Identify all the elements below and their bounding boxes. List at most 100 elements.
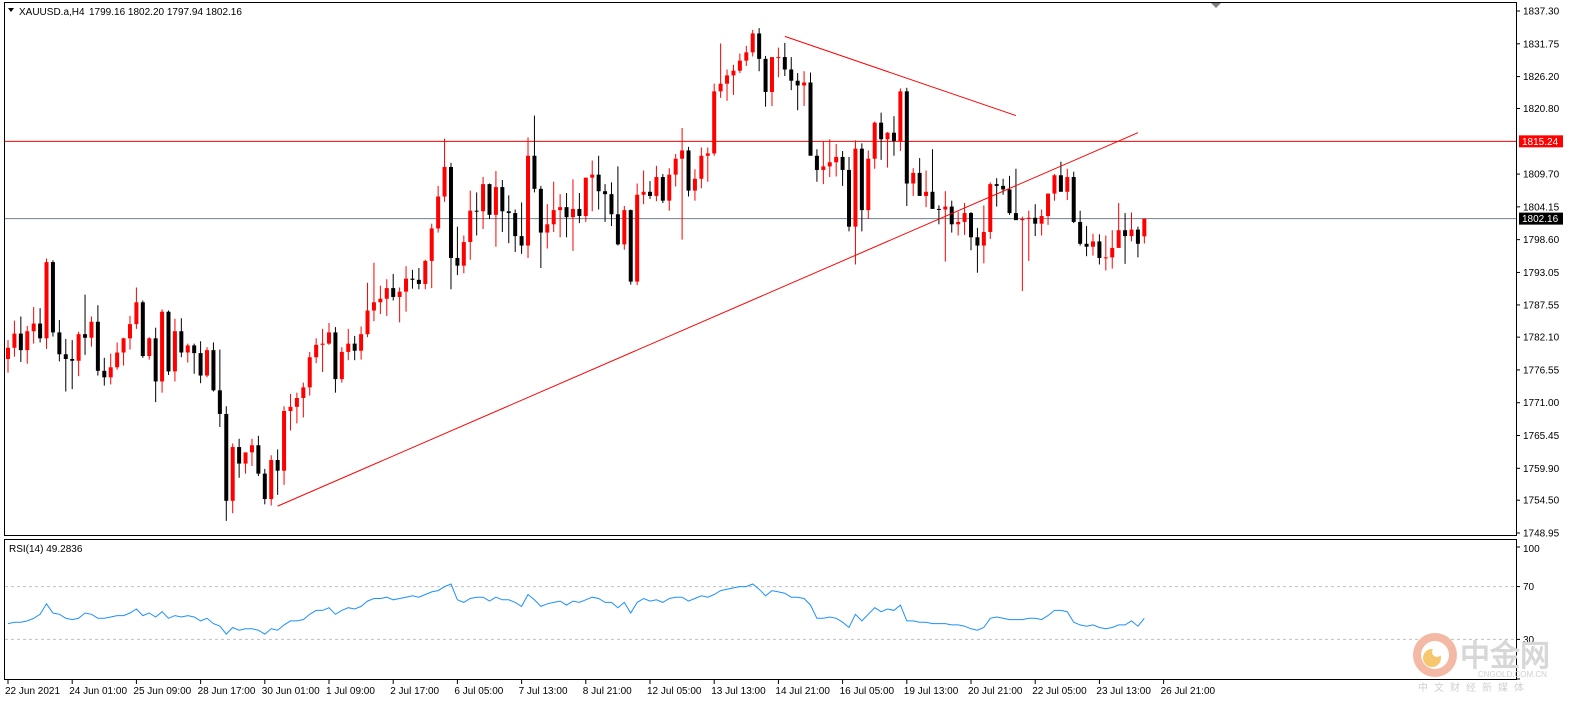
candle-body bbox=[172, 331, 177, 372]
time-tick-label: 19 Jul 13:00 bbox=[904, 686, 959, 697]
trendline-1[interactable] bbox=[277, 132, 1139, 507]
candle-body bbox=[57, 332, 62, 355]
trendline-2[interactable] bbox=[784, 35, 1017, 117]
candle-body bbox=[956, 221, 961, 225]
candle bbox=[378, 285, 383, 315]
candle bbox=[44, 258, 49, 349]
candle bbox=[795, 73, 800, 111]
candle-body bbox=[538, 188, 543, 233]
time-tick-label: 16 Jul 05:00 bbox=[840, 686, 895, 697]
candle bbox=[262, 468, 267, 505]
rsi-tick-label: 100 bbox=[1523, 544, 1540, 555]
candle bbox=[705, 147, 710, 182]
candle-body bbox=[917, 172, 922, 196]
candle-body bbox=[789, 69, 794, 81]
level-price-label: 1815.24 bbox=[1522, 137, 1559, 148]
candle bbox=[699, 147, 704, 189]
price-tick-label: 1754.50 bbox=[1523, 496, 1560, 507]
candle-body bbox=[140, 302, 145, 357]
candle-body bbox=[63, 354, 68, 359]
candle bbox=[320, 328, 325, 372]
candle-body bbox=[1033, 217, 1038, 224]
candle bbox=[224, 406, 229, 521]
candle bbox=[660, 174, 665, 204]
candle bbox=[365, 282, 370, 338]
candle-body bbox=[564, 207, 569, 218]
candle-body bbox=[294, 397, 299, 407]
horizontal-levels bbox=[5, 140, 1516, 220]
candle-body bbox=[603, 191, 608, 195]
time-tick-label: 7 Jul 13:00 bbox=[519, 686, 568, 697]
candle bbox=[436, 185, 441, 233]
candle bbox=[1142, 218, 1147, 244]
candle bbox=[333, 327, 338, 393]
candle-body bbox=[885, 132, 890, 140]
candle-body bbox=[558, 207, 563, 211]
candle bbox=[827, 139, 832, 178]
candle-body bbox=[808, 82, 813, 156]
candle bbox=[757, 28, 762, 72]
candle-body bbox=[975, 237, 980, 246]
cngold-logo-icon bbox=[1413, 633, 1457, 677]
candle-body bbox=[102, 370, 107, 378]
candle-body bbox=[1142, 218, 1147, 237]
rsi-pane[interactable] bbox=[4, 539, 1517, 680]
candle-body bbox=[853, 148, 858, 227]
price-tick-label: 1771.00 bbox=[1523, 398, 1560, 409]
candle-body bbox=[731, 70, 736, 76]
candle bbox=[275, 449, 280, 495]
candle-body bbox=[423, 260, 428, 284]
symbol-menu-arrow-icon[interactable] bbox=[8, 8, 14, 12]
candle-body bbox=[217, 390, 222, 414]
candle bbox=[1007, 175, 1012, 215]
candle-body bbox=[596, 174, 601, 192]
candle bbox=[814, 149, 819, 182]
candle bbox=[519, 202, 524, 254]
candle bbox=[712, 83, 717, 156]
candle bbox=[904, 87, 909, 206]
candle-body bbox=[705, 153, 710, 156]
candle-body bbox=[635, 194, 640, 282]
candle-body bbox=[198, 353, 203, 376]
candle-body bbox=[6, 347, 10, 359]
candle bbox=[821, 141, 826, 185]
candle-body bbox=[192, 345, 197, 354]
time-tick-label: 28 Jun 17:00 bbox=[198, 686, 256, 697]
candle bbox=[911, 168, 916, 196]
trendlines[interactable] bbox=[277, 35, 1139, 507]
candle bbox=[481, 177, 486, 230]
candle-body bbox=[461, 242, 466, 266]
candle-body bbox=[429, 228, 434, 261]
candle bbox=[1135, 226, 1140, 258]
candle-body bbox=[1084, 243, 1089, 247]
candle-body bbox=[301, 387, 306, 398]
candle-body bbox=[814, 155, 819, 170]
candle-body bbox=[18, 333, 23, 351]
candle-body bbox=[500, 187, 505, 212]
price-tick-label: 1759.90 bbox=[1523, 464, 1560, 475]
candle bbox=[140, 300, 145, 358]
chart-shift-marker-icon[interactable] bbox=[1211, 3, 1221, 8]
time-tick-label: 25 Jun 09:00 bbox=[133, 686, 191, 697]
candle bbox=[1129, 212, 1134, 242]
time-tick-label: 30 Jun 01:00 bbox=[262, 686, 320, 697]
candle bbox=[782, 42, 787, 76]
candle bbox=[249, 438, 254, 466]
candle-body bbox=[692, 178, 697, 191]
candle-body bbox=[924, 191, 929, 196]
candle-body bbox=[416, 279, 421, 284]
candle bbox=[692, 169, 697, 201]
candle-body bbox=[1046, 193, 1051, 217]
candle bbox=[205, 347, 210, 378]
candle bbox=[551, 181, 556, 232]
candle-body bbox=[339, 351, 344, 380]
watermark: 中金网 CNGOLD.COM.CN 中文财经新媒体 bbox=[1413, 633, 1550, 694]
time-axis: 22 Jun 2021 24 Jun 01:00 25 Jun 09:00 28 Ju… bbox=[5, 680, 1216, 697]
candle-body bbox=[127, 324, 132, 339]
candle bbox=[95, 305, 100, 376]
time-tick-label: 2 Jul 17:00 bbox=[390, 686, 439, 697]
candle bbox=[243, 452, 248, 474]
candle-body bbox=[83, 334, 88, 338]
candle bbox=[269, 455, 274, 506]
